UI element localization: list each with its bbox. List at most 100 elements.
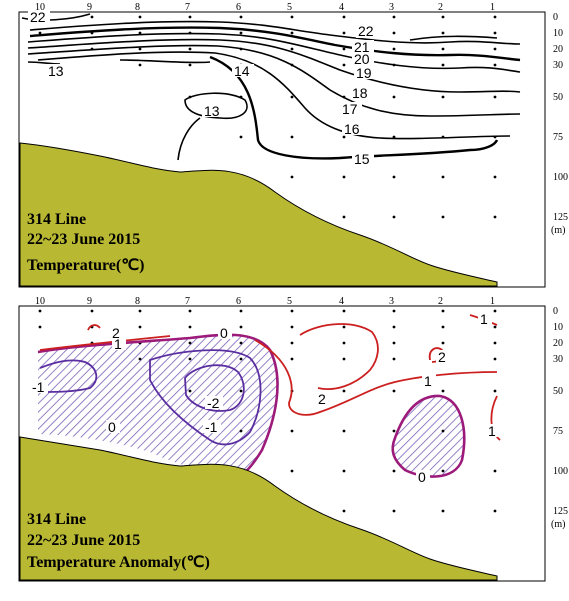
- bottom-sample-dot: [392, 341, 396, 345]
- bottom-sample-dot: [441, 389, 445, 393]
- bottom-sample-dot: [290, 309, 294, 313]
- bottom-seabed: [19, 436, 498, 581]
- top-depth-75: 75: [553, 132, 563, 143]
- contour-18: [27, 38, 521, 93]
- contour-14: [119, 59, 211, 64]
- top-sample-dot: [239, 31, 243, 35]
- top-sample-dot: [342, 63, 346, 67]
- top-sample-dot: [290, 135, 294, 139]
- label-anom-1-right: 1: [424, 373, 432, 389]
- bottom-sample-dot: [493, 341, 497, 345]
- bottom-depth-unit: (m): [551, 519, 565, 530]
- bottom-sample-dot: [38, 325, 42, 329]
- bottom-station-5: 5: [287, 296, 292, 307]
- bottom-sample-dot: [342, 389, 346, 393]
- bottom-sample-dot: [392, 429, 396, 433]
- bottom-station-8: 8: [135, 296, 140, 307]
- bottom-sample-dot: [493, 469, 497, 473]
- bottom-sample-dot: [342, 429, 346, 433]
- bottom-sample-dot: [493, 325, 497, 329]
- top-sample-dot: [239, 15, 243, 19]
- bottom-sample-dot: [392, 309, 396, 313]
- contour-0-right: [391, 394, 466, 478]
- contour-21: [29, 20, 521, 45]
- top-sample-dot: [441, 175, 445, 179]
- top-sample-dot: [493, 47, 497, 51]
- bottom-depth-75: 75: [553, 426, 563, 437]
- bottom-sample-dot: [392, 357, 396, 361]
- bottom-sample-dot: [392, 325, 396, 329]
- bottom-sample-dot: [290, 357, 294, 361]
- top-panel-text: 314 Line 22~23 June 2015 Temperature(℃): [27, 211, 145, 274]
- label-anom-2-mid: 2: [318, 391, 326, 407]
- bottom-sample-dot: [342, 341, 346, 345]
- top-station-6: 6: [236, 2, 241, 13]
- top-station-5: 5: [287, 2, 292, 13]
- top-station-9: 9: [87, 2, 92, 13]
- bottom-sample-dot: [290, 341, 294, 345]
- label-17: 17: [342, 101, 358, 117]
- top-sample-dot: [392, 215, 396, 219]
- bottom-sample-dot: [138, 357, 142, 361]
- top-sample-dot: [342, 215, 346, 219]
- label-21: 21: [354, 39, 370, 55]
- bottom-station-2: 2: [438, 296, 443, 307]
- top-sample-dot: [392, 95, 396, 99]
- top-sample-dot: [138, 15, 142, 19]
- bottom-station-3: 3: [389, 296, 394, 307]
- bottom-sample-dot: [342, 357, 346, 361]
- label-16: 16: [344, 121, 360, 137]
- bottom-station-6: 6: [236, 296, 241, 307]
- label-18: 18: [352, 85, 368, 101]
- top-sample-dot: [342, 47, 346, 51]
- contour-13-blob: [184, 92, 248, 120]
- top-depth-ticks: 0 10 20 30 50 75 100 125 (m): [551, 12, 568, 236]
- bottom-sample-dot: [38, 309, 42, 313]
- contour-13-left: [27, 61, 61, 65]
- top-sample-dot: [290, 95, 294, 99]
- top-sample-dot: [493, 63, 497, 67]
- top-sample-dot: [188, 47, 192, 51]
- label-13-blob: 13: [204, 103, 220, 119]
- label-anom-1-topright: 1: [480, 311, 488, 327]
- top-station-ticks: 10 9 8 7 6 5 4 3 2 1: [35, 2, 495, 13]
- bottom-sample-dot: [441, 325, 445, 329]
- bottom-sample-dot: [188, 357, 192, 361]
- bottom-sample-dot: [188, 325, 192, 329]
- top-sample-dot: [290, 47, 294, 51]
- top-sample-dot: [188, 63, 192, 67]
- bottom-sample-dot: [493, 389, 497, 393]
- top-depth-100: 100: [553, 172, 568, 183]
- bottom-sample-dot: [392, 469, 396, 473]
- bottom-station-9: 9: [87, 296, 92, 307]
- contour-15: [209, 55, 499, 160]
- bottom-sample-dot: [188, 341, 192, 345]
- top-sample-dot: [392, 15, 396, 19]
- top-station-8: 8: [135, 2, 140, 13]
- bottom-station-ticks: 10 9 8 7 6 5 4 3 2 1: [35, 296, 495, 307]
- top-depth-50: 50: [553, 92, 563, 103]
- bottom-sample-dot: [441, 309, 445, 313]
- top-sample-dot: [493, 15, 497, 19]
- label-anom-2-top: 2: [112, 325, 120, 341]
- bottom-line-title: 314 Line: [27, 511, 86, 528]
- contour-neg2: [184, 364, 245, 412]
- anomaly-contour-labels: 2 1 0 -1 -2 -1 0 2 1 2 1 0 1: [30, 311, 500, 485]
- bottom-depth-ticks: 0 10 20 30 50 75 100 125 (m): [551, 306, 568, 530]
- negative-region-right: [392, 395, 465, 477]
- bottom-sample-dot: [239, 309, 243, 313]
- label-anom-0-main: 0: [220, 325, 228, 341]
- top-depth-125: 125: [553, 212, 568, 223]
- top-date: 22~23 June 2015: [27, 231, 140, 248]
- bottom-sample-dot: [493, 509, 497, 513]
- bottom-sample-dot: [239, 341, 243, 345]
- contour-16: [37, 51, 511, 140]
- bottom-sample-dot: [441, 469, 445, 473]
- top-sample-dot: [38, 31, 42, 35]
- bottom-sample-dot: [239, 429, 243, 433]
- contour-1-right-bottom: [490, 395, 501, 441]
- label-15: 15: [354, 151, 370, 167]
- contour-20: [29, 26, 521, 62]
